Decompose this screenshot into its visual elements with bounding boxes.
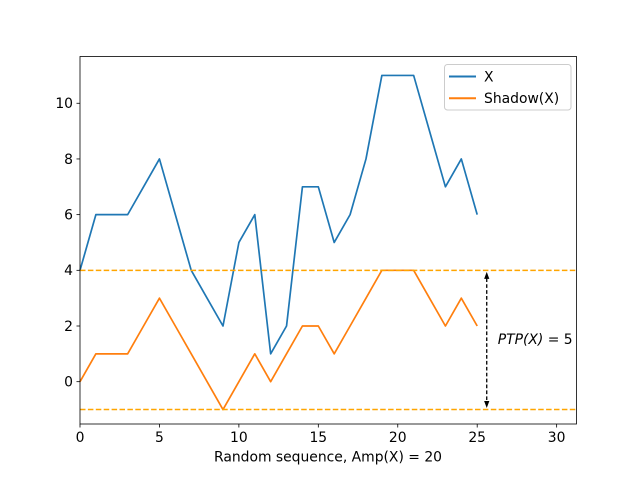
ptp-arrow-head-down — [484, 401, 490, 409]
x-tick-label: 20 — [389, 430, 407, 446]
x-axis-ticks: 0 5 10 15 20 25 30 — [76, 424, 566, 446]
legend-label-shadow: Shadow(X) — [484, 91, 559, 107]
x-axis-label: Random sequence, Amp(X) = 20 — [214, 450, 442, 466]
y-tick-label: 2 — [64, 319, 73, 335]
legend-box: X Shadow(X) — [444, 64, 572, 111]
ptp-annotation-value-part: = 5 — [543, 332, 572, 348]
x-tick-label: 15 — [309, 430, 327, 446]
y-tick-label: 0 — [64, 374, 73, 390]
x-tick-label: 30 — [548, 430, 566, 446]
series-lines — [79, 74, 479, 411]
x-tick-label: 10 — [230, 430, 248, 446]
y-tick-label: 4 — [64, 263, 73, 279]
series-line-shadow — [79, 269, 478, 411]
series-line-x — [79, 74, 479, 355]
y-tick-label: 6 — [64, 207, 73, 223]
ptp-annotation-math-part: PTP(X) — [498, 332, 544, 348]
x-tick-label: 0 — [76, 430, 85, 446]
legend-label-x: X — [484, 69, 494, 85]
plot-frame — [79, 56, 577, 425]
legend-frame — [444, 64, 572, 111]
shadow-bound-dashed-lines — [80, 269, 577, 411]
ptp-arrow-head-up — [484, 271, 490, 279]
y-tick-label: 10 — [55, 96, 73, 112]
ptp-annotation: PTP(X) = 5 — [484, 271, 573, 409]
ptp-annotation-text: PTP(X) = 5 — [498, 332, 573, 348]
y-axis-ticks: 0 2 4 6 8 10 — [55, 96, 80, 390]
y-tick-label: 8 — [64, 152, 73, 168]
x-tick-label: 5 — [155, 430, 164, 446]
x-tick-label: 25 — [468, 430, 486, 446]
